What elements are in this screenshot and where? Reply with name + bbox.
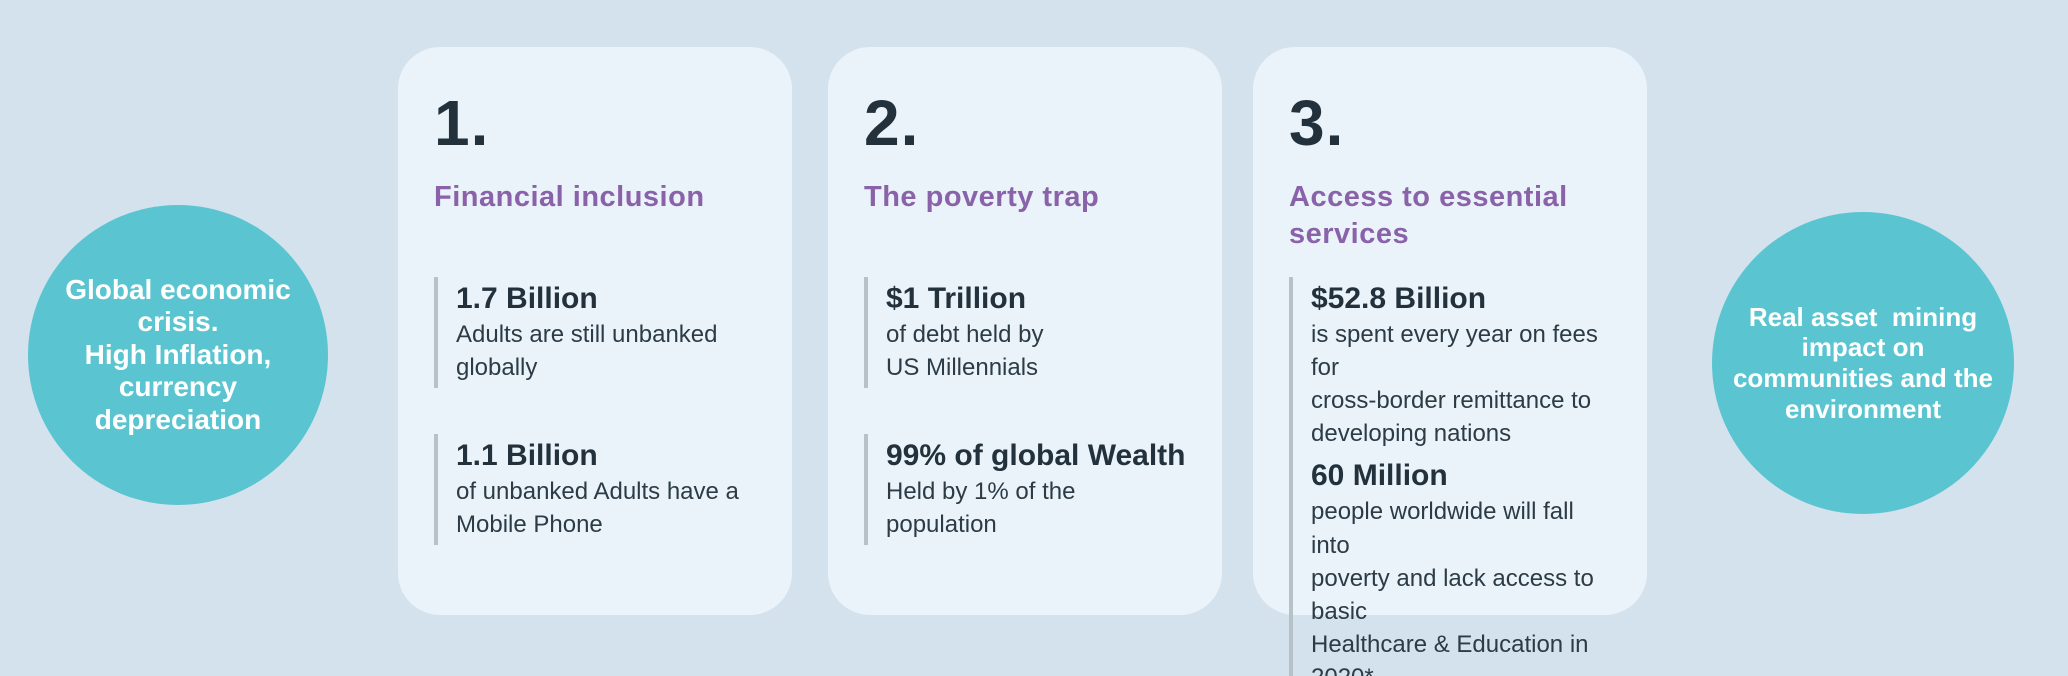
stat-value: 1.1 Billion <box>456 439 598 472</box>
stat-value: $1 Trillion <box>886 282 1027 315</box>
stat-description: of debt held by US Millennials <box>886 321 1044 382</box>
card-heading: Access to essential services <box>1289 181 1568 250</box>
card-number: 2. <box>864 87 920 159</box>
stat-divider: 99% of global Wealth Held by 1% of the p… <box>864 434 1186 546</box>
stat-divider: $52.8 Billion is spent every year on fee… <box>1289 277 1611 455</box>
card-poverty-trap: 2. The poverty trap $1 Trillion of debt … <box>828 47 1222 615</box>
card-heading: The poverty trap <box>864 181 1100 213</box>
stat-value: 99% of global Wealth <box>886 439 1186 472</box>
stat-item: 1.1 Billion of unbanked Adults have a Mo… <box>434 434 756 591</box>
stat-description: Adults are still unbanked globally <box>456 321 718 382</box>
left-bubble-text: Global economic crisis. High Inflation, … <box>65 273 291 435</box>
stat-item: 60 Million people worldwide will fall in… <box>1289 454 1611 676</box>
stat-description: people worldwide will fall into poverty … <box>1311 498 1594 676</box>
right-bubble: Real asset mining impact on communities … <box>1712 212 2014 514</box>
card-number: 3. <box>1289 87 1345 159</box>
stat-item: $1 Trillion of debt held by US Millennia… <box>864 277 1186 434</box>
left-bubble: Global economic crisis. High Inflation, … <box>28 205 328 505</box>
stat-divider: 1.7 Billion Adults are still unbanked gl… <box>434 277 756 389</box>
stat-item: 1.7 Billion Adults are still unbanked gl… <box>434 277 756 434</box>
card-access-essential-services: 3. Access to essential services $52.8 Bi… <box>1253 47 1647 676</box>
stat-divider: $1 Trillion of debt held by US Millennia… <box>864 277 1186 389</box>
card-number: 1. <box>434 87 490 159</box>
card-heading: Financial inclusion <box>434 181 705 213</box>
stat-item: 99% of global Wealth Held by 1% of the p… <box>864 434 1186 591</box>
stat-description: Held by 1% of the population <box>886 478 1076 539</box>
stat-divider: 1.1 Billion of unbanked Adults have a Mo… <box>434 434 756 546</box>
stat-value: 1.7 Billion <box>456 282 598 315</box>
stat-description: of unbanked Adults have a Mobile Phone <box>456 478 739 539</box>
stat-value: $52.8 Billion <box>1311 282 1487 315</box>
stat-value: 60 Million <box>1311 459 1448 493</box>
card-financial-inclusion: 1. Financial inclusion 1.7 Billion Adult… <box>398 47 792 615</box>
stat-divider: 60 Million people worldwide will fall in… <box>1289 454 1611 676</box>
stat-description: is spent every year on fees for cross-bo… <box>1311 321 1598 448</box>
stat-item: $52.8 Billion is spent every year on fee… <box>1289 277 1611 455</box>
right-bubble-text: Real asset mining impact on communities … <box>1732 301 1994 424</box>
